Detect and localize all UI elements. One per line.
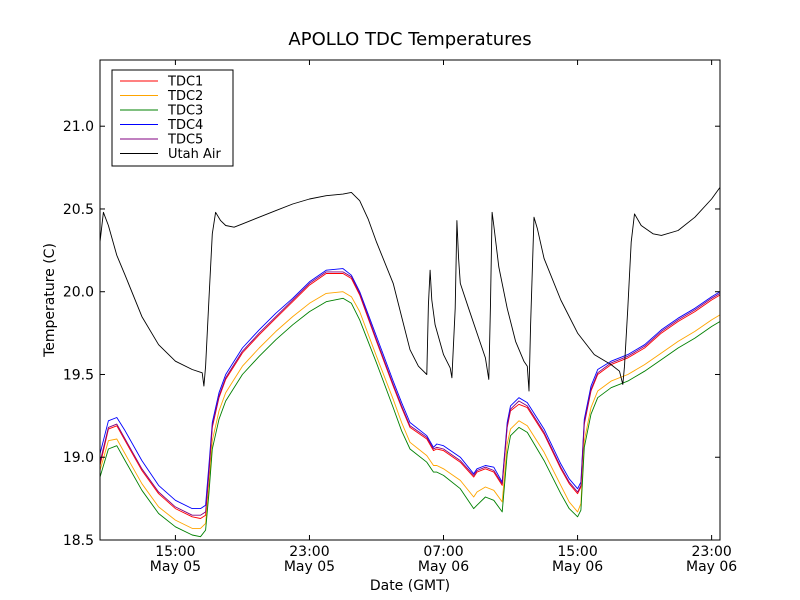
x-tick-date: May 06: [686, 559, 737, 575]
series-line-tdc2: [99, 291, 721, 529]
series-layer: [99, 187, 721, 538]
y-axis: 18.5 19.0 19.5 20.0 20.5 21.0: [63, 119, 720, 549]
y-tick-label: 21.0: [63, 119, 94, 135]
legend-label-tdc5: TDC5: [167, 133, 203, 148]
legend-label-tdc1: TDC1: [167, 75, 203, 90]
x-tick-date: May 05: [150, 559, 201, 575]
y-tick-label: 20.0: [63, 285, 94, 301]
legend-label-tdc3: TDC3: [167, 104, 203, 119]
x-tick-date: May 06: [418, 559, 469, 575]
y-tick-label: 18.5: [63, 533, 94, 549]
x-tick-date: May 05: [284, 559, 335, 575]
legend-label-tdc4: TDC4: [167, 118, 203, 133]
x-tick-time: 15:00: [557, 544, 597, 560]
x-tick-date: May 06: [552, 559, 603, 575]
y-axis-label: Temperature (C): [42, 243, 58, 358]
y-tick-label: 20.5: [63, 202, 94, 218]
x-axis-label: Date (GMT): [370, 578, 450, 594]
x-tick-time: 15:00: [155, 544, 195, 560]
chart-title: APOLLO TDC Temperatures: [288, 29, 531, 50]
series-line-tdc4: [99, 268, 721, 510]
series-line-utah-air: [99, 187, 721, 392]
x-tick-time: 07:00: [423, 544, 463, 560]
series-line-tdc3: [99, 297, 721, 538]
legend-label-utah-air: Utah Air: [168, 147, 221, 162]
x-tick-time: 23:00: [691, 544, 731, 560]
x-tick-time: 23:00: [289, 544, 329, 560]
y-tick-label: 19.5: [63, 367, 94, 383]
y-tick-label: 19.0: [63, 450, 94, 466]
legend-label-tdc2: TDC2: [167, 89, 203, 104]
plot-frame: [99, 59, 721, 541]
legend-box: [111, 69, 234, 167]
series-line-tdc5: [99, 271, 721, 516]
